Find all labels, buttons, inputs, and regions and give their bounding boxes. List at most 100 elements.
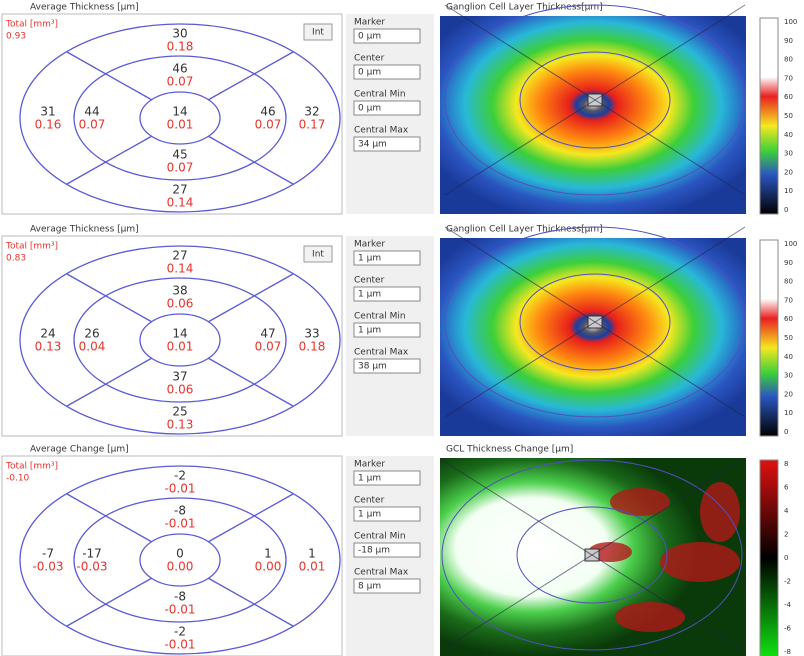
field-label: Central Max (354, 348, 409, 358)
sector-volume: -0.01 (164, 603, 195, 617)
field-value: 0 µm (358, 32, 381, 42)
map-image (440, 238, 746, 436)
sector-thickness: 46 (172, 62, 187, 76)
colorbar-label: 10 (784, 187, 793, 195)
grid-title: Average Change [µm] (30, 445, 129, 455)
sector-volume: 0.14 (167, 262, 194, 276)
colorbar-label: 90 (784, 37, 793, 45)
sector-thickness: 0 (176, 547, 184, 561)
button[interactable] (303, 23, 333, 41)
map-patch (615, 602, 685, 632)
sector-thickness: -8 (174, 590, 186, 604)
colorbar-label: -4 (784, 601, 792, 609)
colorbar-label: 6 (784, 484, 789, 492)
colorbar-label: 90 (784, 259, 793, 267)
colorbar (759, 239, 779, 437)
total-label: Total [mm³] (5, 20, 58, 30)
sector-volume: 0.16 (35, 118, 62, 132)
map-ring (516, 506, 668, 604)
colorbar-label: 40 (784, 353, 793, 361)
field-label: Marker (354, 460, 385, 470)
sector-volume: 0.07 (255, 118, 282, 132)
grid-title: Average Thickness [µm] (30, 3, 139, 13)
colorbar-label: 10 (784, 409, 793, 417)
field-box (353, 542, 421, 558)
grid-title: Average Thickness [µm] (30, 225, 139, 235)
map-ring (519, 51, 671, 149)
sector-thickness: -8 (174, 504, 186, 518)
panel-row: Average Change [µm]Total [mm³]-0.10 -2-0.… (1, 445, 792, 656)
colorbar-label: 30 (784, 372, 793, 380)
grid-ring (73, 277, 287, 403)
grid-ring (139, 313, 221, 367)
field-label: Center (354, 54, 385, 64)
colorbar-label: 100 (784, 240, 797, 248)
sector-volume: -0.01 (164, 638, 195, 652)
sector-volume: -0.01 (164, 482, 195, 496)
sector-thickness: 14 (172, 105, 187, 119)
map-ring (444, 226, 746, 418)
panel-row: Average Thickness [µm] Total [mm³] 0.93 Int… (1, 3, 797, 215)
grid-spoke (207, 493, 294, 543)
sector-volume: 0.14 (167, 196, 194, 210)
field-box (353, 250, 421, 266)
colorbar-label: -6 (784, 625, 792, 633)
sector-volume: 0.18 (299, 340, 326, 354)
sector-thickness: 24 (40, 327, 55, 341)
colorbar-label: 100 (784, 18, 797, 26)
grid-spoke (66, 135, 153, 185)
colorbar-label: -2 (784, 578, 791, 586)
total-value: 0.93 (6, 32, 26, 42)
colorbar-label: 70 (784, 74, 793, 82)
sector-volume: -0.03 (32, 560, 63, 574)
field-box (353, 286, 421, 302)
grid-ring (73, 55, 287, 181)
sector-thickness: 25 (172, 405, 187, 419)
sector-volume: 0.01 (167, 118, 194, 132)
grid-spoke (207, 135, 294, 185)
field-box (353, 100, 421, 116)
map-spoke (444, 226, 746, 418)
colorbar (759, 17, 779, 215)
map-spoke (444, 4, 746, 196)
grid-spoke (207, 577, 294, 627)
colorbar-label: 20 (784, 168, 793, 176)
grid-spoke (66, 577, 153, 627)
panel-row: Average Thickness [µm] Total [mm³] 0.83 Int… (1, 225, 797, 437)
colorbar-label: 0 (784, 428, 788, 436)
sector-volume: 0.06 (167, 297, 194, 311)
map-patch (660, 542, 740, 582)
colorbar-label: 80 (784, 278, 793, 286)
colorbar-label: 2 (784, 531, 788, 539)
grid-spoke (207, 51, 294, 101)
sector-volume: 0.13 (35, 340, 62, 354)
grid-ring (139, 91, 221, 145)
colorbar-label: 60 (784, 315, 793, 323)
sector-thickness: 27 (172, 249, 187, 263)
sector-thickness: -7 (42, 547, 54, 561)
sector-thickness: 38 (172, 284, 187, 298)
sector-thickness: 33 (304, 327, 319, 341)
sector-thickness: -2 (174, 469, 186, 483)
sector-thickness: -17 (82, 547, 102, 561)
map-patch (610, 488, 670, 516)
colorbar-label: 40 (784, 131, 793, 139)
colorbar-label: 8 (784, 460, 788, 468)
map-spoke (441, 459, 743, 651)
total-value: 0.83 (6, 254, 26, 264)
grid-spoke (207, 357, 294, 407)
sector-thickness: 46 (260, 105, 275, 119)
grid-ring (139, 533, 221, 587)
field-box (353, 136, 421, 152)
sector-thickness: -2 (174, 625, 186, 639)
sector-volume: 0.07 (79, 118, 106, 132)
button[interactable] (303, 245, 333, 263)
map-ring (519, 273, 671, 371)
colorbar (759, 459, 779, 656)
grid-spoke (66, 357, 153, 407)
map-title: Ganglion Cell Layer Thickness[µm] (446, 3, 603, 13)
grid-spoke (207, 273, 294, 323)
sector-volume: 0.07 (255, 340, 282, 354)
sector-thickness: 27 (172, 183, 187, 197)
